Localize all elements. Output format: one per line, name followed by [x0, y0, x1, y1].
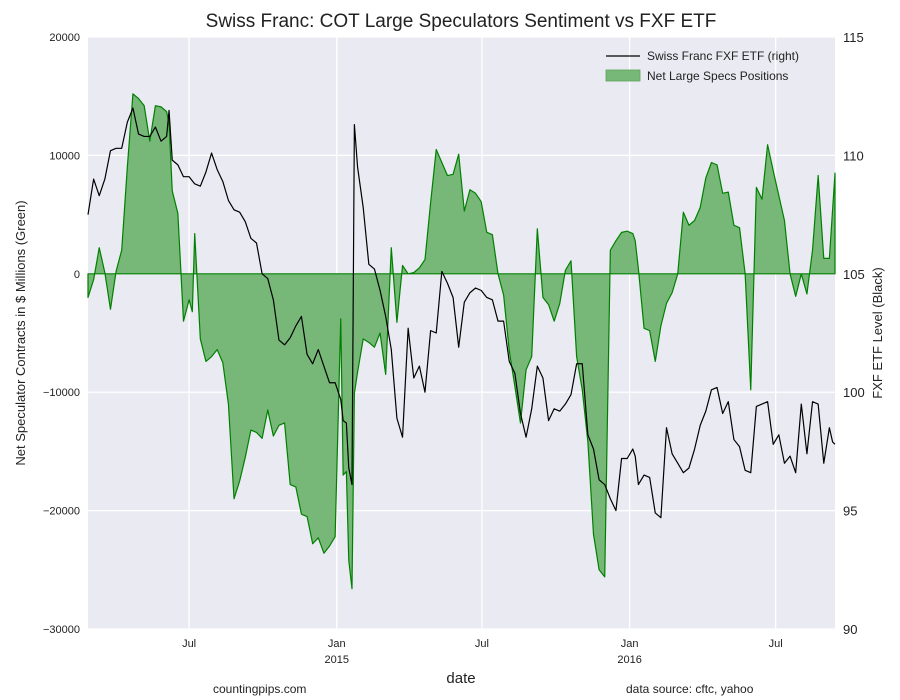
y-left-tick-label: −10000 [43, 387, 80, 399]
legend-area-swatch [605, 69, 641, 82]
x-tick-sublabel: 2015 [324, 654, 348, 666]
legend: Swiss Franc FXF ETF (right) Net Large Sp… [605, 49, 799, 83]
y-axis-right-label: FXF ETF Level (Black) [870, 267, 885, 398]
y-right-tick-label: 105 [843, 267, 865, 282]
y-axis-left-label: Net Speculator Contracts in $ Millions (… [13, 200, 28, 465]
x-tick-label: Jan [621, 638, 639, 650]
legend-label-fxf: Swiss Franc FXF ETF (right) [647, 49, 799, 63]
chart-title: Swiss Franc: COT Large Speculators Senti… [206, 11, 717, 32]
x-tick-label: Jul [769, 638, 783, 650]
y-right-tick-label: 115 [843, 30, 864, 45]
x-tick-label: Jan [328, 638, 346, 650]
x-tick-sublabel: 2016 [617, 654, 641, 666]
x-tick-label: Jul [475, 638, 489, 650]
y-left-tick-label: −20000 [43, 506, 80, 518]
footer-site: countingpips.com [213, 682, 306, 696]
x-tick-label: Jul [182, 638, 196, 650]
y-right-tick-label: 95 [843, 504, 857, 519]
y-left-tick-label: −30000 [43, 624, 80, 636]
y-left-tick-label: 10000 [49, 150, 80, 162]
y-right-tick-label: 110 [843, 148, 864, 163]
y-right-tick-label: 90 [843, 622, 857, 637]
net-large-specs-area [87, 93, 836, 590]
y-right-tick-label: 100 [843, 385, 865, 400]
y-left-tick-label: 0 [74, 269, 80, 281]
x-axis-label: date [446, 670, 475, 687]
y-left-tick-label: 20000 [49, 32, 80, 44]
tick-labels: 20000 10000 0 −10000 −20000 −30000 115 110 105 10… [43, 30, 865, 666]
footer-source: data source: cftc, yahoo [626, 682, 754, 696]
legend-label-specs: Net Large Specs Positions [647, 69, 788, 83]
fxf-etf-line [87, 107, 836, 519]
